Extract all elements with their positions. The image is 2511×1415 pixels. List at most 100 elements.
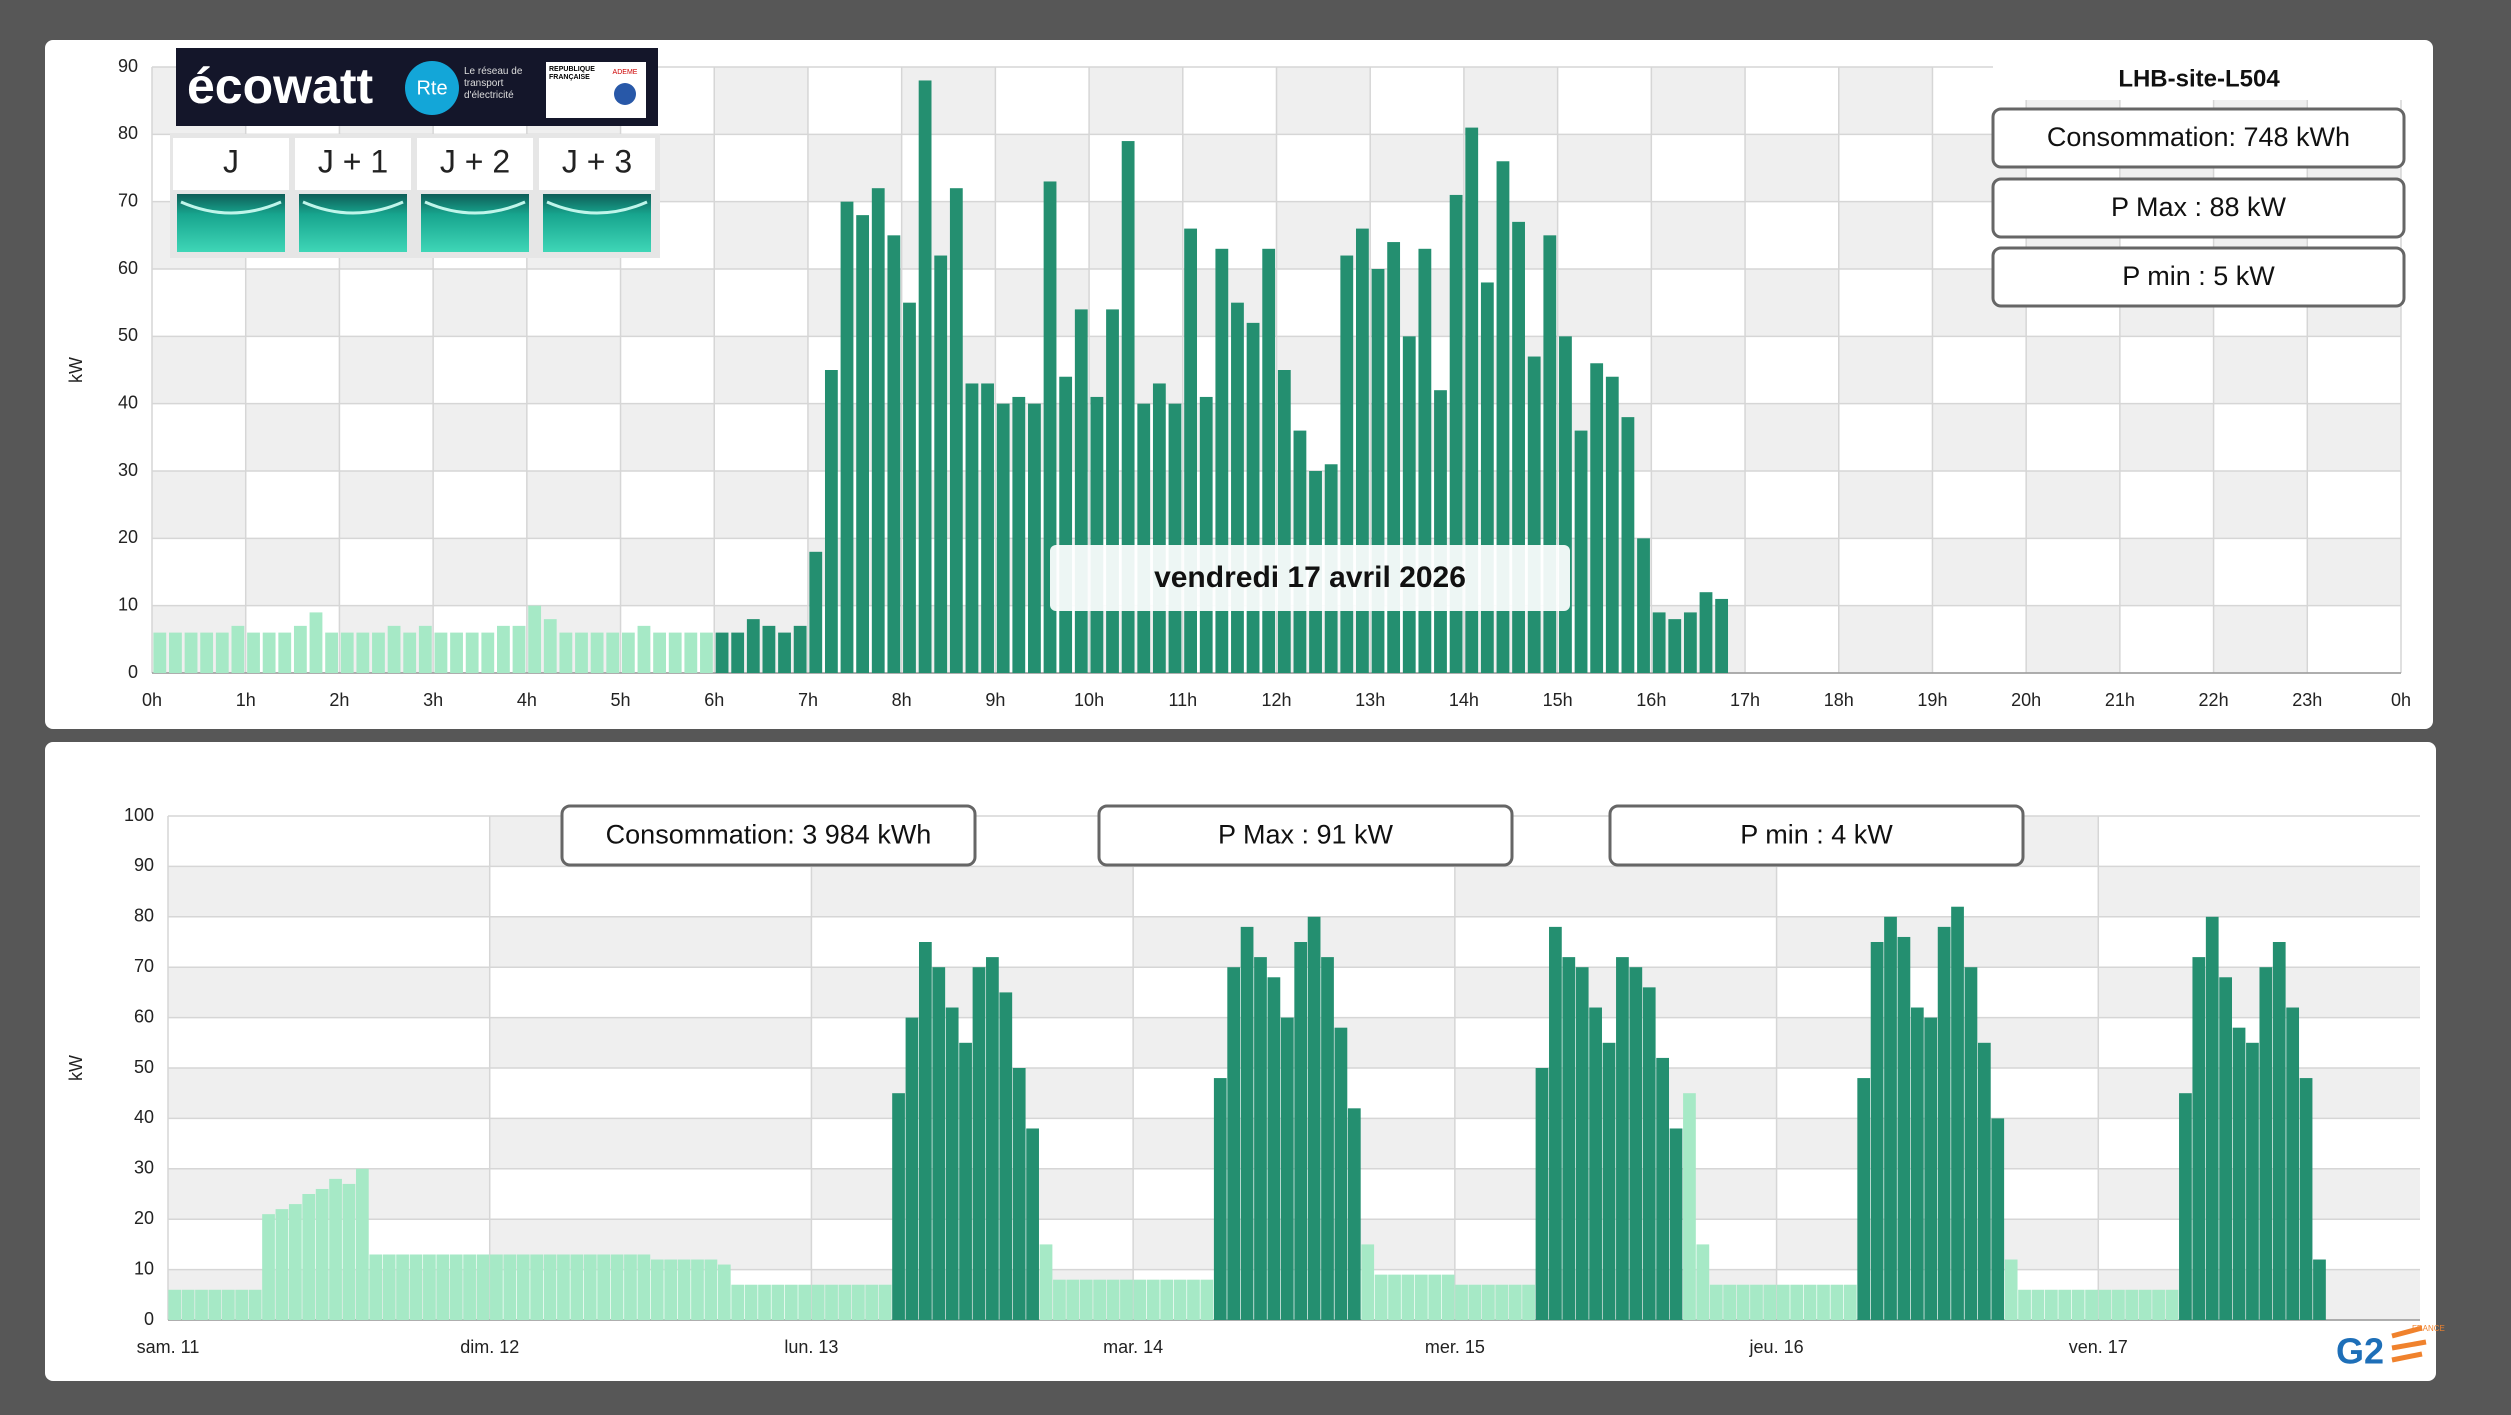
plot-cell [1133,1269,1455,1320]
bar [798,1284,812,1320]
bar [2152,1289,2165,1320]
plot-cell [2213,471,2308,539]
plot-cell [2119,471,2214,539]
plot-cell [901,605,996,673]
bar [168,1289,182,1320]
ademe-text: ADEME [613,69,638,76]
bar [434,632,448,673]
plot-cell [1776,1017,2099,1068]
plot-cell [339,471,434,539]
day-label-box [173,138,289,190]
bar [200,632,214,673]
bar [2098,1289,2112,1320]
bar [1884,916,1897,1320]
plot-cell [901,134,996,202]
plot-cell [1932,403,2027,471]
plot-cell [489,916,812,968]
bar [221,1289,235,1320]
plot-cell [1932,605,2027,673]
x-tick-label: 0h [2391,690,2411,710]
ademe-logo [614,83,636,105]
plot-cell [168,1068,490,1119]
day-label-box [417,138,533,190]
plot-cell [995,269,1090,337]
plot-cell [995,471,1090,539]
plot-cell [1370,201,1464,269]
plot-cell [811,1118,1134,1169]
bar [570,1254,584,1320]
plot-cell [1463,336,1558,404]
bar [325,632,339,673]
bar [1120,1279,1133,1320]
bar [476,1254,490,1320]
bar [1776,1284,1790,1320]
x-tick-label: 20h [2011,690,2041,710]
bar [275,1209,289,1320]
bar [1668,619,1682,673]
bar [1605,376,1619,673]
bar [1495,1284,1509,1320]
bar [865,1284,879,1320]
plot-cell [1776,866,2099,917]
day-label-box [539,138,655,190]
plot-cell [807,403,902,471]
bar [1508,1284,1522,1320]
plot-cell [2307,538,2401,606]
plot-cell [1370,605,1464,673]
bar [1133,1279,1147,1320]
bar [530,1254,543,1320]
bar [744,1284,758,1320]
bar [981,383,994,673]
bar [1012,396,1026,673]
bar [262,1214,275,1320]
bar [1227,967,1241,1320]
plot-cell [1463,201,1558,269]
bar [1830,1284,1844,1320]
bar [624,1254,637,1320]
bar [512,625,526,673]
plot-cell [152,538,246,606]
bar [715,632,729,673]
plot-cell [1557,269,1652,337]
bar [2165,1289,2179,1320]
bar [1870,942,1884,1320]
plot-cell [1838,403,1933,471]
plot-cell [489,1269,812,1320]
bar [1629,967,1643,1320]
day-signal [543,194,651,252]
y-axis-label: kW [66,1055,86,1081]
x-tick-label: 2h [329,690,349,710]
x-tick-label: 1h [236,690,256,710]
plot-cell [2098,1068,2420,1119]
plot-cell [489,1168,812,1220]
bar [1160,1279,1174,1320]
stat-text: Consommation: 748 kWh [2047,122,2350,152]
bar [1683,612,1697,673]
plot-cell [807,134,902,202]
bar [1817,1284,1830,1320]
x-tick-label: ven. 17 [2069,1337,2128,1357]
plot-cell [807,605,902,673]
plot-cell [1133,866,1455,917]
rte-tagline: Le réseau de transport d'électricité [464,66,523,101]
plot-cell [1276,336,1371,404]
plot-cell [1454,1219,1777,1270]
x-tick-label: 15h [1543,690,1573,710]
day-wave [424,200,526,215]
plot-cell [489,1219,812,1270]
plot-cell [433,605,527,673]
plot-cell [339,269,434,337]
bar [871,188,885,673]
bar [1200,1279,1214,1320]
bar [1736,1284,1750,1320]
bar [2004,1259,2018,1320]
bar [1480,282,1494,673]
bar [1231,302,1244,673]
y-tick-label: 90 [134,855,154,875]
plot-cell [2026,471,2120,539]
day-label: J [223,143,239,179]
bar [1441,1274,1455,1320]
plot-cell [2098,1118,2420,1169]
bar [811,1284,825,1320]
plot-cell [2119,403,2214,471]
